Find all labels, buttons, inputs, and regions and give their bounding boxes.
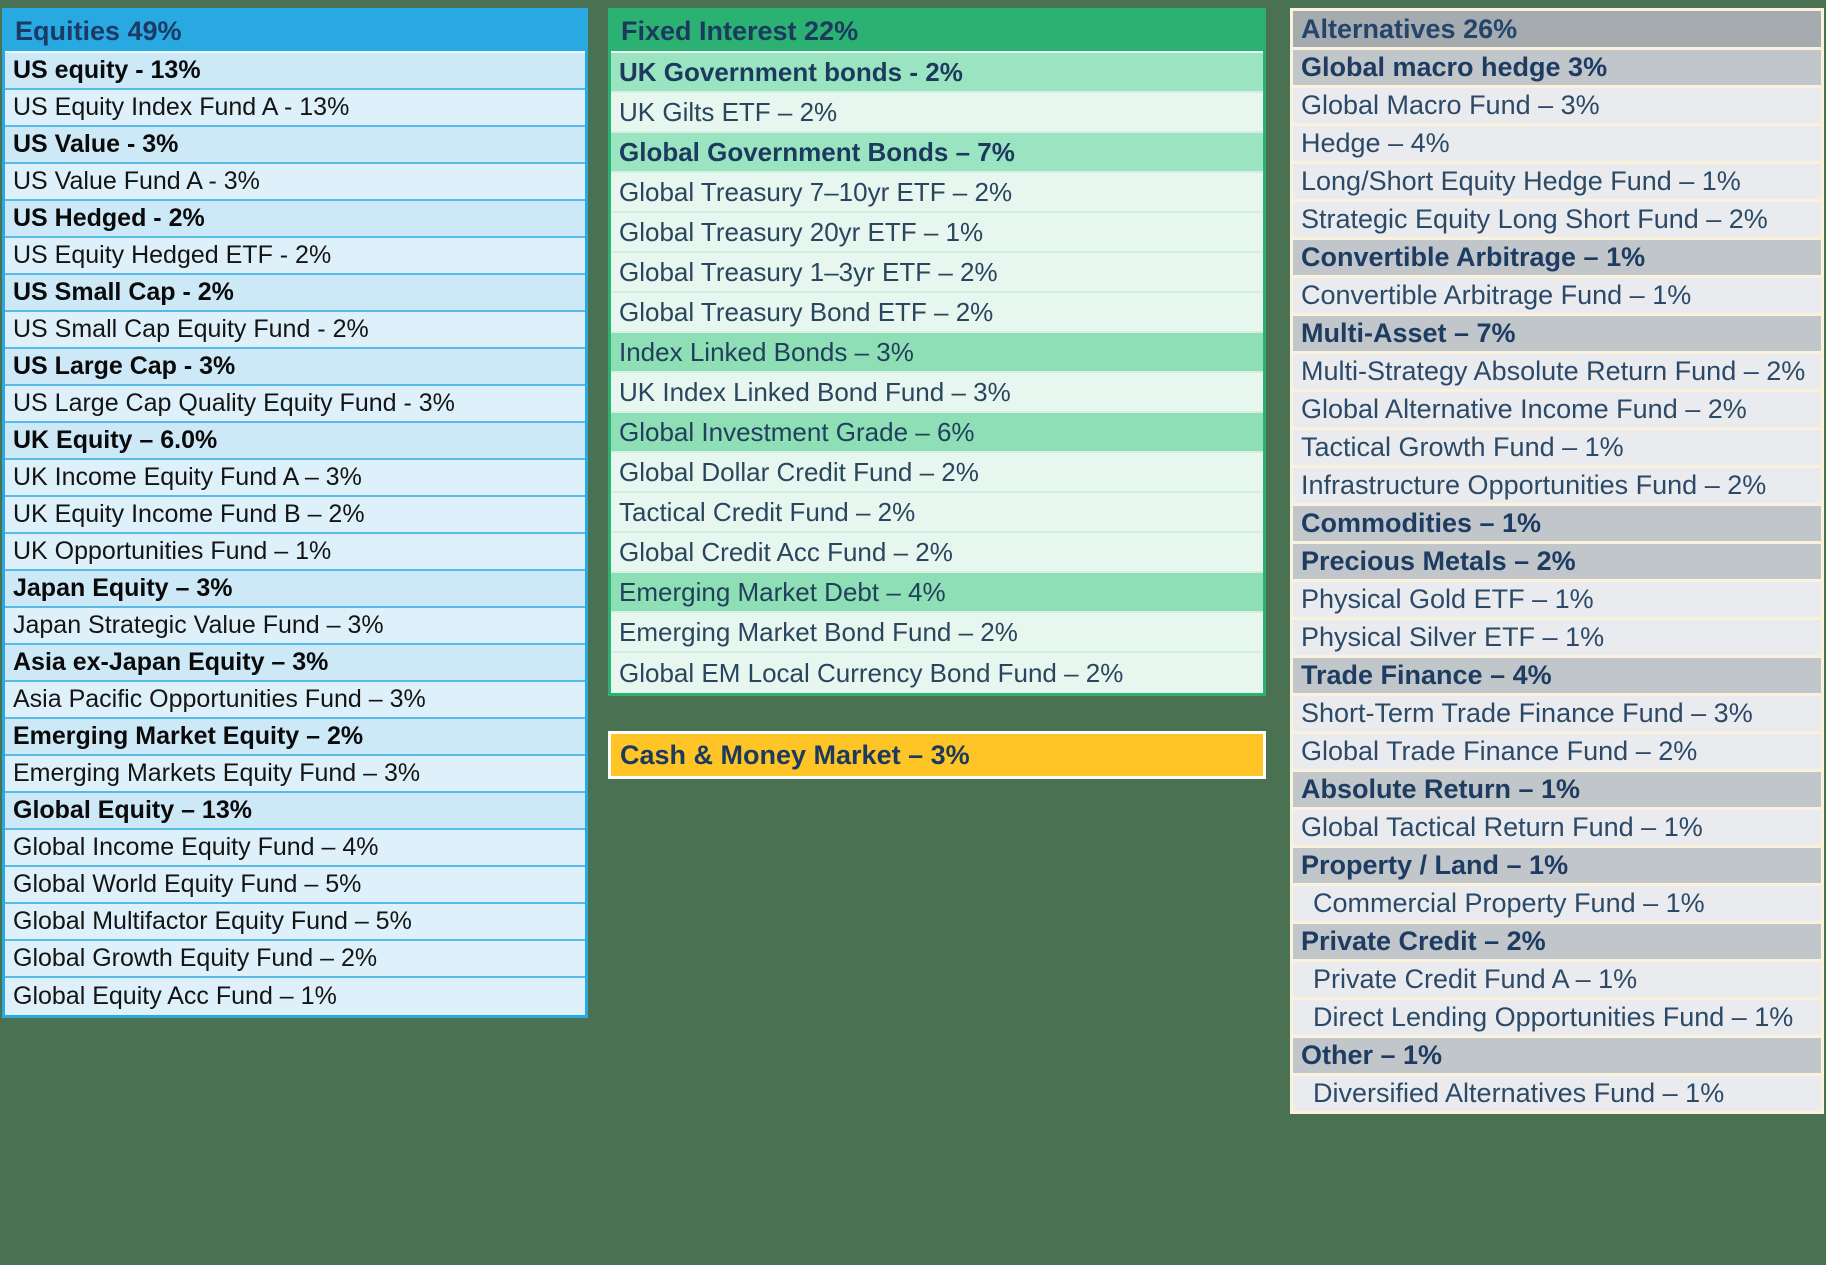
table-row: Emerging Market Bond Fund – 2% [611, 613, 1263, 653]
table-row: Tactical Growth Fund – 1% [1293, 430, 1821, 465]
table-row: Convertible Arbitrage – 1% [1293, 240, 1821, 275]
table-row: Strategic Equity Long Short Fund – 2% [1293, 202, 1821, 237]
table-row: UK Opportunities Fund – 1% [5, 534, 585, 571]
table-row: Private Credit – 2% [1293, 924, 1821, 959]
table-row: Global Government Bonds – 7% [611, 133, 1263, 173]
table-row: Index Linked Bonds – 3% [611, 333, 1263, 373]
table-row: Property / Land – 1% [1293, 848, 1821, 883]
table-row: US Value Fund A - 3% [5, 164, 585, 201]
table-row: Global Treasury Bond ETF – 2% [611, 293, 1263, 333]
table-row: US Equity Hedged ETF - 2% [5, 238, 585, 275]
table-row: Tactical Credit Fund – 2% [611, 493, 1263, 533]
table-row: US Large Cap - 3% [5, 349, 585, 386]
table-row: Commercial Property Fund – 1% [1293, 886, 1821, 921]
table-row: US equity - 13% [5, 53, 585, 90]
table-row: Infrastructure Opportunities Fund – 2% [1293, 468, 1821, 503]
alternatives-table: Alternatives 26% Global macro hedge 3% Gl… [1290, 8, 1824, 1114]
table-row: UK Equity Income Fund B – 2% [5, 497, 585, 534]
table-row: Global Growth Equity Fund – 2% [5, 941, 585, 978]
alternatives-table-rows: Global macro hedge 3% Global Macro Fund –… [1293, 50, 1821, 1111]
table-row: Global World Equity Fund – 5% [5, 867, 585, 904]
alternatives-table-header: Alternatives 26% [1293, 11, 1821, 47]
fixed-interest-table-header: Fixed Interest 22% [611, 11, 1263, 53]
table-row: Asia ex-Japan Equity – 3% [5, 645, 585, 682]
table-row: Global Credit Acc Fund – 2% [611, 533, 1263, 573]
table-row: Japan Strategic Value Fund – 3% [5, 608, 585, 645]
table-row: UK Gilts ETF – 2% [611, 93, 1263, 133]
table-row: US Large Cap Quality Equity Fund - 3% [5, 386, 585, 423]
table-row: Convertible Arbitrage Fund – 1% [1293, 278, 1821, 313]
table-row: Global Equity – 13% [5, 793, 585, 830]
table-row: Emerging Markets Equity Fund – 3% [5, 756, 585, 793]
table-row: Global Equity Acc Fund – 1% [5, 978, 585, 1015]
table-row: Physical Gold ETF – 1% [1293, 582, 1821, 617]
table-row: Global Treasury 1–3yr ETF – 2% [611, 253, 1263, 293]
table-row: Direct Lending Opportunities Fund – 1% [1293, 1000, 1821, 1035]
fixed-interest-table: Fixed Interest 22% UK Government bonds -… [608, 8, 1266, 696]
table-row: Global EM Local Currency Bond Fund – 2% [611, 653, 1263, 693]
table-row: Global Macro Fund – 3% [1293, 88, 1821, 123]
table-row: Physical Silver ETF – 1% [1293, 620, 1821, 655]
table-row: Emerging Market Debt – 4% [611, 573, 1263, 613]
table-row: Other – 1% [1293, 1038, 1821, 1073]
equities-table: Equities 49% US equity - 13% US Equity In… [2, 8, 588, 1018]
table-row: UK Government bonds - 2% [611, 53, 1263, 93]
table-row: Multi-Asset – 7% [1293, 316, 1821, 351]
equities-table-header: Equities 49% [5, 11, 585, 53]
table-row: Precious Metals – 2% [1293, 544, 1821, 579]
table-row: Global macro hedge 3% [1293, 50, 1821, 85]
table-row: Private Credit Fund A – 1% [1293, 962, 1821, 997]
table-row: Trade Finance – 4% [1293, 658, 1821, 693]
table-row: Global Income Equity Fund – 4% [5, 830, 585, 867]
table-row: Asia Pacific Opportunities Fund – 3% [5, 682, 585, 719]
table-row: Emerging Market Equity – 2% [5, 719, 585, 756]
table-row: Global Tactical Return Fund – 1% [1293, 810, 1821, 845]
table-row: Global Multifactor Equity Fund – 5% [5, 904, 585, 941]
table-row: Japan Equity – 3% [5, 571, 585, 608]
table-row: Commodities – 1% [1293, 506, 1821, 541]
cash-money-market-bar: Cash & Money Market – 3% [608, 731, 1266, 779]
table-row: US Equity Index Fund A - 13% [5, 90, 585, 127]
table-row: Absolute Return – 1% [1293, 772, 1821, 807]
table-row: Multi-Strategy Absolute Return Fund – 2% [1293, 354, 1821, 389]
table-row: Hedge – 4% [1293, 126, 1821, 161]
fixed-interest-table-rows: UK Government bonds - 2% UK Gilts ETF – 2… [611, 53, 1263, 693]
table-row: Global Treasury 7–10yr ETF – 2% [611, 173, 1263, 213]
table-row: Global Investment Grade – 6% [611, 413, 1263, 453]
table-row: US Small Cap - 2% [5, 275, 585, 312]
table-row: Long/Short Equity Hedge Fund – 1% [1293, 164, 1821, 199]
table-row: Diversified Alternatives Fund – 1% [1293, 1076, 1821, 1111]
table-row: Global Alternative Income Fund – 2% [1293, 392, 1821, 427]
table-row: Global Treasury 20yr ETF – 1% [611, 213, 1263, 253]
table-row: US Hedged - 2% [5, 201, 585, 238]
table-row: UK Equity – 6.0% [5, 423, 585, 460]
table-row: US Small Cap Equity Fund - 2% [5, 312, 585, 349]
table-row: UK Index Linked Bond Fund – 3% [611, 373, 1263, 413]
table-row: Short-Term Trade Finance Fund – 3% [1293, 696, 1821, 731]
table-row: US Value - 3% [5, 127, 585, 164]
table-row: Global Dollar Credit Fund – 2% [611, 453, 1263, 493]
equities-table-rows: US equity - 13% US Equity Index Fund A - … [5, 53, 585, 1015]
table-row: Global Trade Finance Fund – 2% [1293, 734, 1821, 769]
table-row: UK Income Equity Fund A – 3% [5, 460, 585, 497]
